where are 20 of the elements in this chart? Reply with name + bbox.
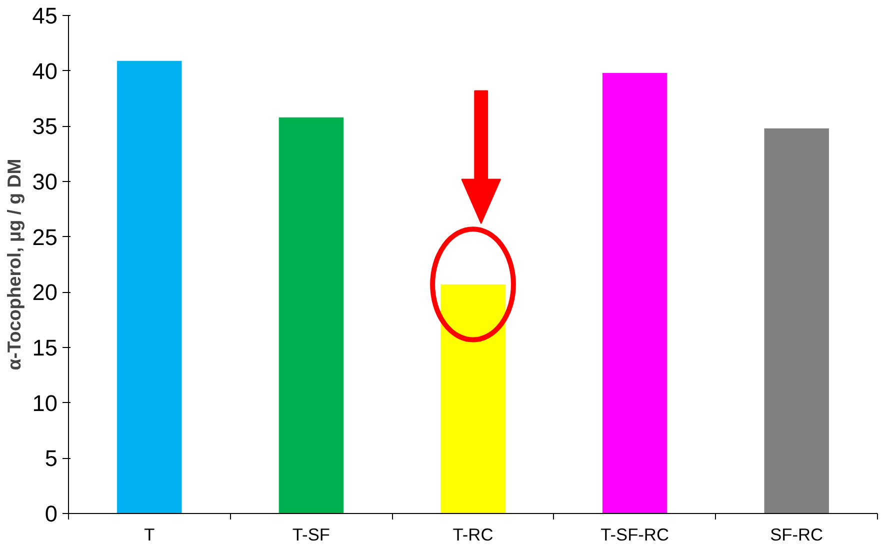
bar [764,128,829,514]
bar [278,117,344,514]
x-tick-label: T-SF-RC [600,524,669,544]
x-tick-label: T-RC [452,524,494,544]
y-tick-label: 30 [32,168,58,194]
x-tick-label: SF-RC [770,524,824,544]
bar [117,60,182,514]
y-tick-label: 0 [44,500,58,526]
y-tick-label: 45 [32,2,58,28]
y-tick-label: 40 [32,58,58,84]
y-axis-title: α-Tocopherol, µg / g DM [3,158,24,370]
y-tick-label: 20 [32,279,58,306]
y-tick-label: 10 [32,390,58,416]
x-tick-label: T-SF [292,524,330,544]
y-tick-label: 35 [32,113,58,140]
y-tick-label: 15 [32,334,58,360]
y-tick-label: 5 [44,445,58,472]
x-tick-label: T [144,524,156,544]
bar [602,73,668,514]
y-tick-label: 25 [32,224,58,250]
